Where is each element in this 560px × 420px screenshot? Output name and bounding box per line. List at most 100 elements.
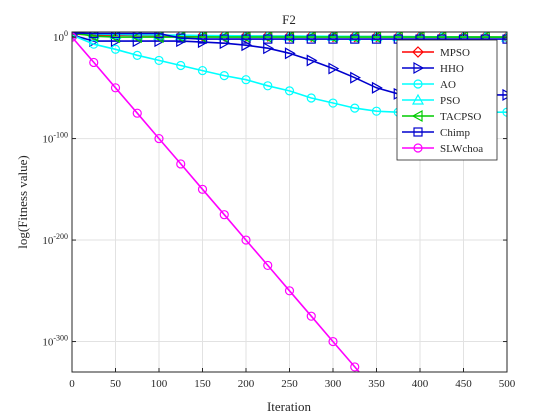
- data-point: [263, 260, 273, 271]
- data-point: [502, 107, 507, 117]
- data-point: [371, 81, 383, 94]
- data-point: [110, 32, 121, 39]
- x-tick-label: 150: [194, 378, 211, 390]
- data-point: [411, 109, 423, 123]
- y-tick-exponent: -200: [53, 232, 68, 241]
- data-point: [110, 44, 121, 54]
- data-point: [154, 32, 164, 39]
- data-point: [284, 86, 295, 96]
- data-point: [283, 32, 296, 43]
- data-point: [411, 93, 425, 105]
- data-point: [284, 47, 296, 60]
- data-point: [328, 98, 338, 108]
- data-point: [306, 34, 316, 44]
- legend-label: PSO: [440, 95, 460, 107]
- data-point: [502, 88, 507, 101]
- data-point: [413, 127, 423, 137]
- legend-entry: TACPSO: [402, 109, 481, 123]
- data-point: [263, 34, 273, 44]
- data-point: [176, 33, 186, 43]
- data-point: [412, 46, 424, 58]
- data-point: [306, 311, 316, 321]
- data-point: [197, 65, 208, 76]
- data-point: [284, 286, 295, 296]
- legend: MPSO HHO AO PSO TACPSO Chimp SLWchoa: [396, 39, 498, 161]
- data-point: [328, 336, 338, 347]
- data-point: [350, 34, 360, 44]
- y-tick-exponent: -100: [53, 131, 68, 140]
- x-tick-label: 300: [325, 378, 342, 390]
- x-tick-label: 450: [455, 378, 472, 390]
- series-line: [72, 32, 507, 38]
- data-point: [89, 32, 99, 39]
- legend-label: TACPSO: [440, 111, 481, 123]
- data-point: [240, 32, 252, 42]
- y-tick-exponent: -300: [53, 334, 68, 343]
- data-point: [89, 57, 99, 68]
- data-point: [263, 42, 274, 55]
- data-point: [306, 93, 316, 103]
- y-tick-label: 10-200: [42, 232, 68, 247]
- y-tick-label: 10-100: [42, 131, 68, 146]
- x-tick-label: 0: [69, 378, 75, 390]
- y-tick-base: 10: [42, 337, 54, 349]
- data-point: [413, 79, 423, 89]
- x-axis-ticks: 0 50 100 150 200 250 300 350 400 450 500: [69, 32, 516, 390]
- legend-label: SLWchoa: [440, 143, 483, 155]
- legend-label: HHO: [440, 63, 464, 75]
- chart-title: F2: [282, 12, 296, 27]
- data-point: [350, 71, 361, 84]
- data-point: [263, 81, 273, 91]
- data-point: [502, 34, 507, 44]
- data-point: [413, 143, 423, 153]
- data-point: [241, 235, 251, 245]
- x-tick-label: 500: [499, 378, 516, 390]
- data-point: [219, 71, 229, 81]
- data-point: [154, 55, 164, 66]
- data-point: [176, 60, 186, 71]
- data-point: [197, 184, 208, 194]
- series-line: [72, 32, 507, 40]
- legend-entry: HHO: [402, 61, 464, 75]
- data-point: [131, 32, 144, 40]
- data-point: [413, 61, 425, 75]
- data-point: [350, 103, 360, 113]
- legend-label: AO: [440, 79, 456, 91]
- data-point: [241, 75, 251, 85]
- legend-label: MPSO: [440, 47, 470, 59]
- y-tick-base: 10: [42, 235, 54, 247]
- y-tick-base: 10: [42, 134, 54, 146]
- legend-entry: AO: [402, 79, 456, 91]
- data-point: [132, 50, 142, 60]
- data-point: [196, 32, 209, 42]
- legend-entry: MPSO: [402, 46, 470, 59]
- data-point: [371, 106, 382, 116]
- data-point: [110, 83, 121, 93]
- data-point: [72, 32, 77, 38]
- x-axis-label: Iteration: [267, 399, 312, 414]
- data-point: [219, 34, 229, 44]
- series-line: [72, 36, 361, 372]
- x-tick-label: 100: [151, 378, 168, 390]
- y-tick-label: 10-300: [42, 334, 68, 349]
- y-tick-exponent: 0: [64, 29, 68, 38]
- x-tick-label: 50: [110, 378, 122, 390]
- data-point: [219, 210, 229, 220]
- y-tick-label: 100: [53, 29, 68, 44]
- x-tick-label: 400: [412, 378, 429, 390]
- data-point: [132, 108, 142, 118]
- legend-entry: Chimp: [402, 127, 470, 139]
- data-point: [261, 32, 274, 42]
- data-point: [132, 32, 142, 39]
- data-point: [350, 362, 360, 372]
- data-point: [306, 54, 318, 67]
- data-point: [154, 133, 164, 144]
- data-point: [89, 39, 99, 49]
- series-chimp: [72, 32, 507, 44]
- x-tick-label: 250: [281, 378, 298, 390]
- x-tick-label: 200: [238, 378, 255, 390]
- data-point: [328, 62, 340, 75]
- series-layer: [72, 32, 507, 372]
